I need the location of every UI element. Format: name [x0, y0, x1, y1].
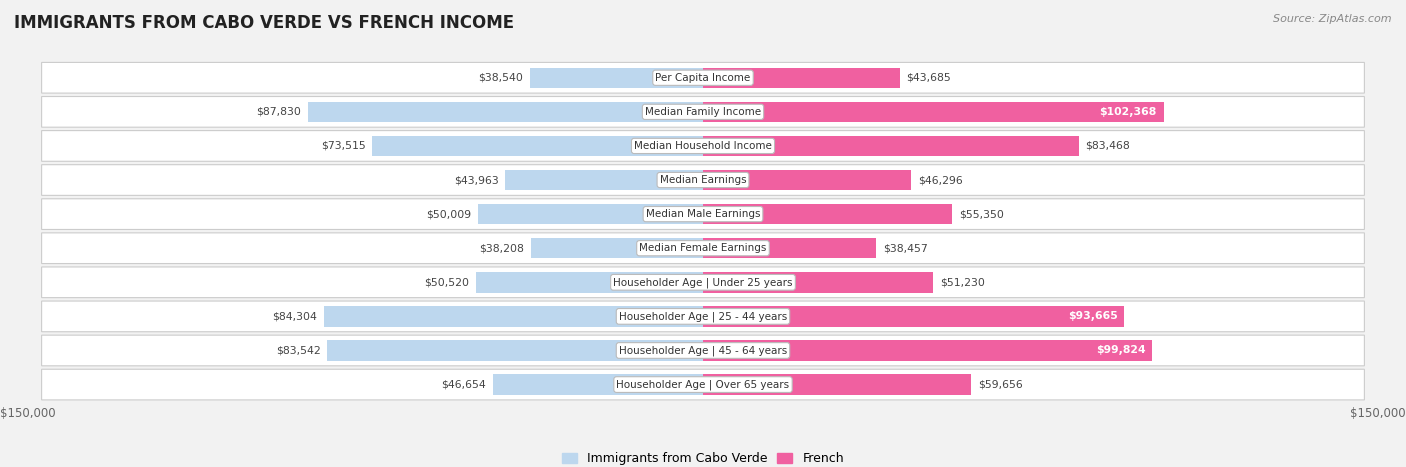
Bar: [703, 102, 1164, 122]
Text: Median Female Earnings: Median Female Earnings: [640, 243, 766, 253]
Text: $38,540: $38,540: [478, 73, 523, 83]
Text: $38,457: $38,457: [883, 243, 928, 253]
Bar: [494, 375, 703, 395]
FancyBboxPatch shape: [42, 335, 1364, 366]
Bar: [478, 204, 703, 224]
Bar: [703, 204, 952, 224]
FancyBboxPatch shape: [42, 131, 1364, 161]
Text: $46,654: $46,654: [441, 380, 486, 389]
Bar: [323, 306, 703, 326]
Bar: [530, 68, 703, 88]
FancyBboxPatch shape: [42, 199, 1364, 229]
FancyBboxPatch shape: [42, 97, 1364, 127]
Bar: [703, 340, 1152, 361]
Text: $43,963: $43,963: [454, 175, 499, 185]
Bar: [703, 272, 934, 292]
Text: $73,515: $73,515: [321, 141, 366, 151]
Text: $87,830: $87,830: [256, 107, 301, 117]
Text: $83,542: $83,542: [276, 346, 321, 355]
Text: Median Male Earnings: Median Male Earnings: [645, 209, 761, 219]
Bar: [328, 340, 703, 361]
Bar: [531, 238, 703, 258]
Text: $51,230: $51,230: [941, 277, 986, 287]
Text: $50,009: $50,009: [426, 209, 471, 219]
Bar: [475, 272, 703, 292]
Bar: [373, 136, 703, 156]
Bar: [703, 68, 900, 88]
Text: Householder Age | Over 65 years: Householder Age | Over 65 years: [616, 379, 790, 390]
Bar: [703, 306, 1125, 326]
Text: Median Household Income: Median Household Income: [634, 141, 772, 151]
Bar: [505, 170, 703, 190]
Text: Householder Age | 25 - 44 years: Householder Age | 25 - 44 years: [619, 311, 787, 322]
Text: $55,350: $55,350: [959, 209, 1004, 219]
FancyBboxPatch shape: [42, 267, 1364, 297]
Text: $43,685: $43,685: [907, 73, 950, 83]
Text: $46,296: $46,296: [918, 175, 963, 185]
Text: IMMIGRANTS FROM CABO VERDE VS FRENCH INCOME: IMMIGRANTS FROM CABO VERDE VS FRENCH INC…: [14, 14, 515, 32]
FancyBboxPatch shape: [42, 301, 1364, 332]
Text: $93,665: $93,665: [1069, 311, 1118, 321]
Text: Householder Age | Under 25 years: Householder Age | Under 25 years: [613, 277, 793, 288]
Bar: [703, 136, 1078, 156]
Bar: [703, 238, 876, 258]
FancyBboxPatch shape: [42, 233, 1364, 263]
FancyBboxPatch shape: [42, 63, 1364, 93]
Text: Median Earnings: Median Earnings: [659, 175, 747, 185]
Legend: Immigrants from Cabo Verde, French: Immigrants from Cabo Verde, French: [557, 447, 849, 467]
Text: $83,468: $83,468: [1085, 141, 1130, 151]
Bar: [703, 170, 911, 190]
Text: $84,304: $84,304: [273, 311, 316, 321]
Bar: [703, 375, 972, 395]
Bar: [308, 102, 703, 122]
Text: Median Family Income: Median Family Income: [645, 107, 761, 117]
FancyBboxPatch shape: [42, 369, 1364, 400]
Text: $59,656: $59,656: [979, 380, 1024, 389]
Text: Householder Age | 45 - 64 years: Householder Age | 45 - 64 years: [619, 345, 787, 356]
Text: Per Capita Income: Per Capita Income: [655, 73, 751, 83]
Text: $102,368: $102,368: [1099, 107, 1157, 117]
FancyBboxPatch shape: [42, 165, 1364, 195]
Text: $99,824: $99,824: [1095, 346, 1146, 355]
Text: $38,208: $38,208: [479, 243, 524, 253]
Text: Source: ZipAtlas.com: Source: ZipAtlas.com: [1274, 14, 1392, 24]
Text: $50,520: $50,520: [425, 277, 470, 287]
